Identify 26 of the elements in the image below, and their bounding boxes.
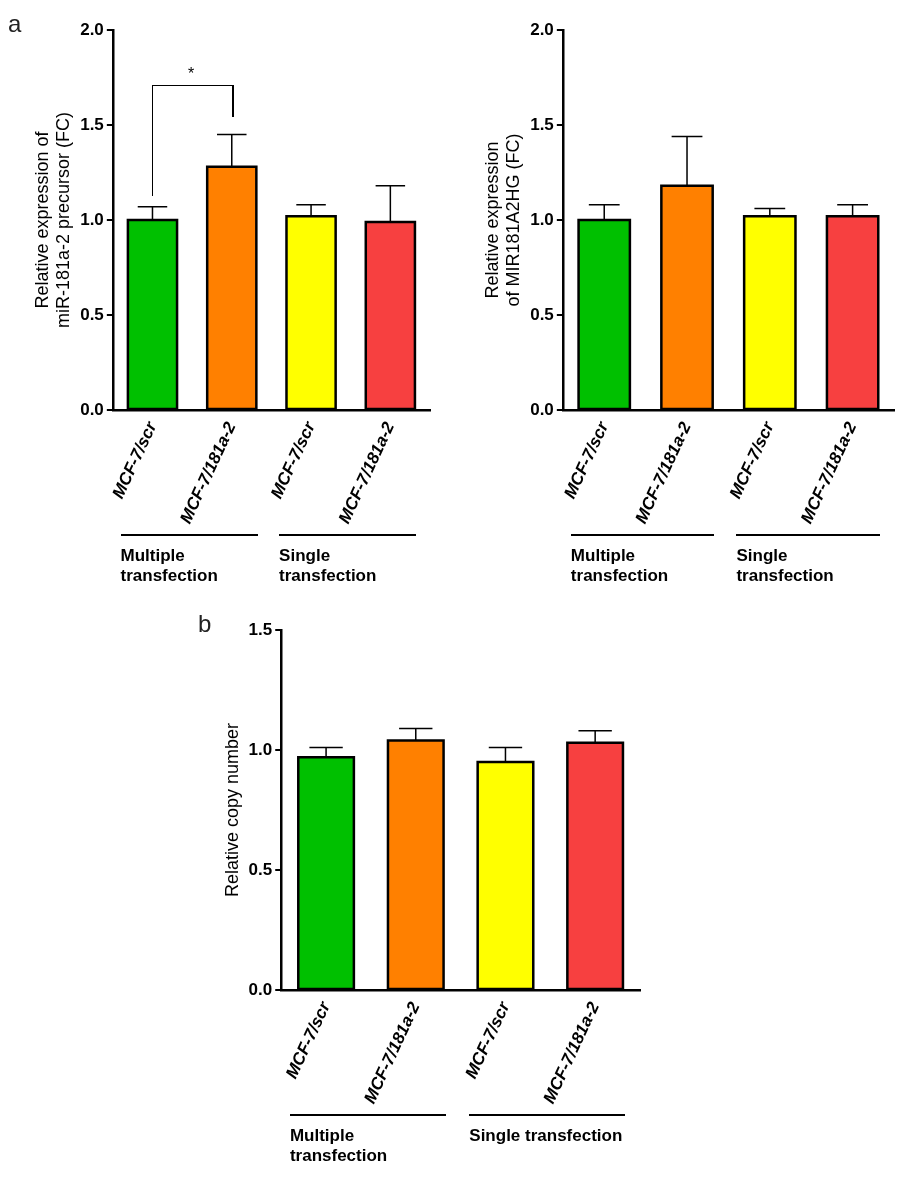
y-tick-label: 0.5 <box>530 304 554 324</box>
annotation: * <box>188 64 195 83</box>
y-tick-label: 1.5 <box>80 114 104 134</box>
y-tick-label: 2.0 <box>80 19 104 39</box>
y-axis-title: Relative copy number <box>221 722 242 898</box>
text: Multiple transfection <box>570 534 715 587</box>
text: Single transfection <box>469 1114 626 1147</box>
text: b <box>198 610 212 638</box>
text: Single transfection <box>736 534 880 587</box>
text: Multiple transfection <box>289 1114 446 1167</box>
y-tick-label: 0.0 <box>530 399 554 419</box>
y-tick-label: 0.5 <box>248 859 273 879</box>
y-tick-label: 1.0 <box>248 739 273 759</box>
y-axis-title: Relative expression of miR-181a-2 precursor (FC) <box>31 112 74 329</box>
y-axis-title: Relative expression of MIR181A2HG (FC) <box>481 133 524 307</box>
text: Multiple transfection <box>120 534 258 587</box>
y-tick-label: 0.5 <box>80 304 104 324</box>
y-tick-label: 1.0 <box>530 209 554 229</box>
text: a <box>8 10 22 38</box>
y-tick-label: 1.0 <box>80 209 104 229</box>
y-tick-label: 1.5 <box>530 114 554 134</box>
y-tick-label: 1.5 <box>248 619 273 639</box>
y-tick-label: 0.0 <box>248 979 273 999</box>
y-tick-label: 0.0 <box>80 399 104 419</box>
text: Single transfection <box>279 534 417 587</box>
y-tick-label: 2.0 <box>530 19 554 39</box>
